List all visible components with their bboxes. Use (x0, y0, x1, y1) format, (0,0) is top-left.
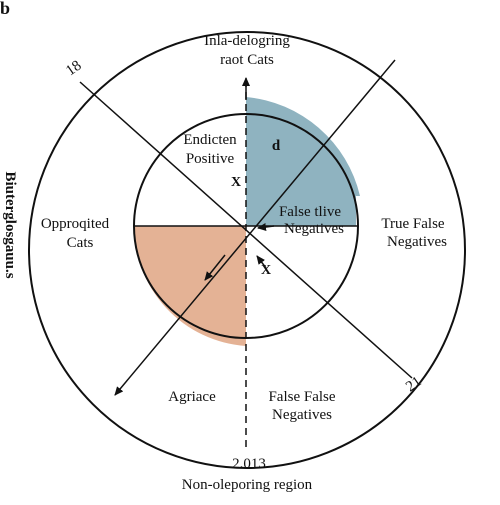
marker-x-upper: X (231, 175, 241, 190)
blue-quadrant (246, 97, 360, 226)
left-label-line2: Cats (67, 235, 94, 251)
left-label-line1: Opproqited (41, 216, 110, 232)
arrow-orange (204, 254, 226, 281)
bottom-title: Non-oleporing region (182, 477, 313, 493)
bottom-right-label-line2: Negatives (272, 407, 332, 423)
blue-quadrant-fill (246, 196, 356, 226)
outer-circle (28, 31, 466, 469)
corner-label: b (0, 0, 10, 18)
bottom-right-label-line1: False False (268, 389, 335, 405)
diagonal-tl-br (79, 81, 413, 379)
inner-false-tlive-line1: False tlive (279, 204, 341, 220)
bottom-left-label: Agriace (168, 389, 216, 405)
bottom-number: 2.013 (232, 456, 266, 472)
diagonal-tr-bl (114, 59, 396, 396)
inner-false-tlive-line2: Negatives (284, 221, 344, 237)
side-axis-label: Biuterglosgauu.s (2, 171, 18, 278)
right-label-line1: True False (381, 216, 445, 232)
top-label-line2: raot Cats (220, 52, 274, 68)
inner-top-left-line2: Positive (186, 151, 235, 167)
inner-top-left-line1: Endicten (183, 132, 237, 148)
marker-x-lower: X (261, 263, 271, 278)
orange-quadrant (133, 226, 246, 346)
arrow-x-lower (256, 255, 267, 269)
arrow-false-tlive (257, 223, 275, 231)
marker-d: d (272, 138, 281, 154)
right-label-line2: Negatives (387, 234, 447, 250)
top-label-line1: Inla-delogring (204, 33, 290, 49)
number-18: 18 (63, 58, 84, 80)
number-21: 21 (403, 374, 424, 396)
